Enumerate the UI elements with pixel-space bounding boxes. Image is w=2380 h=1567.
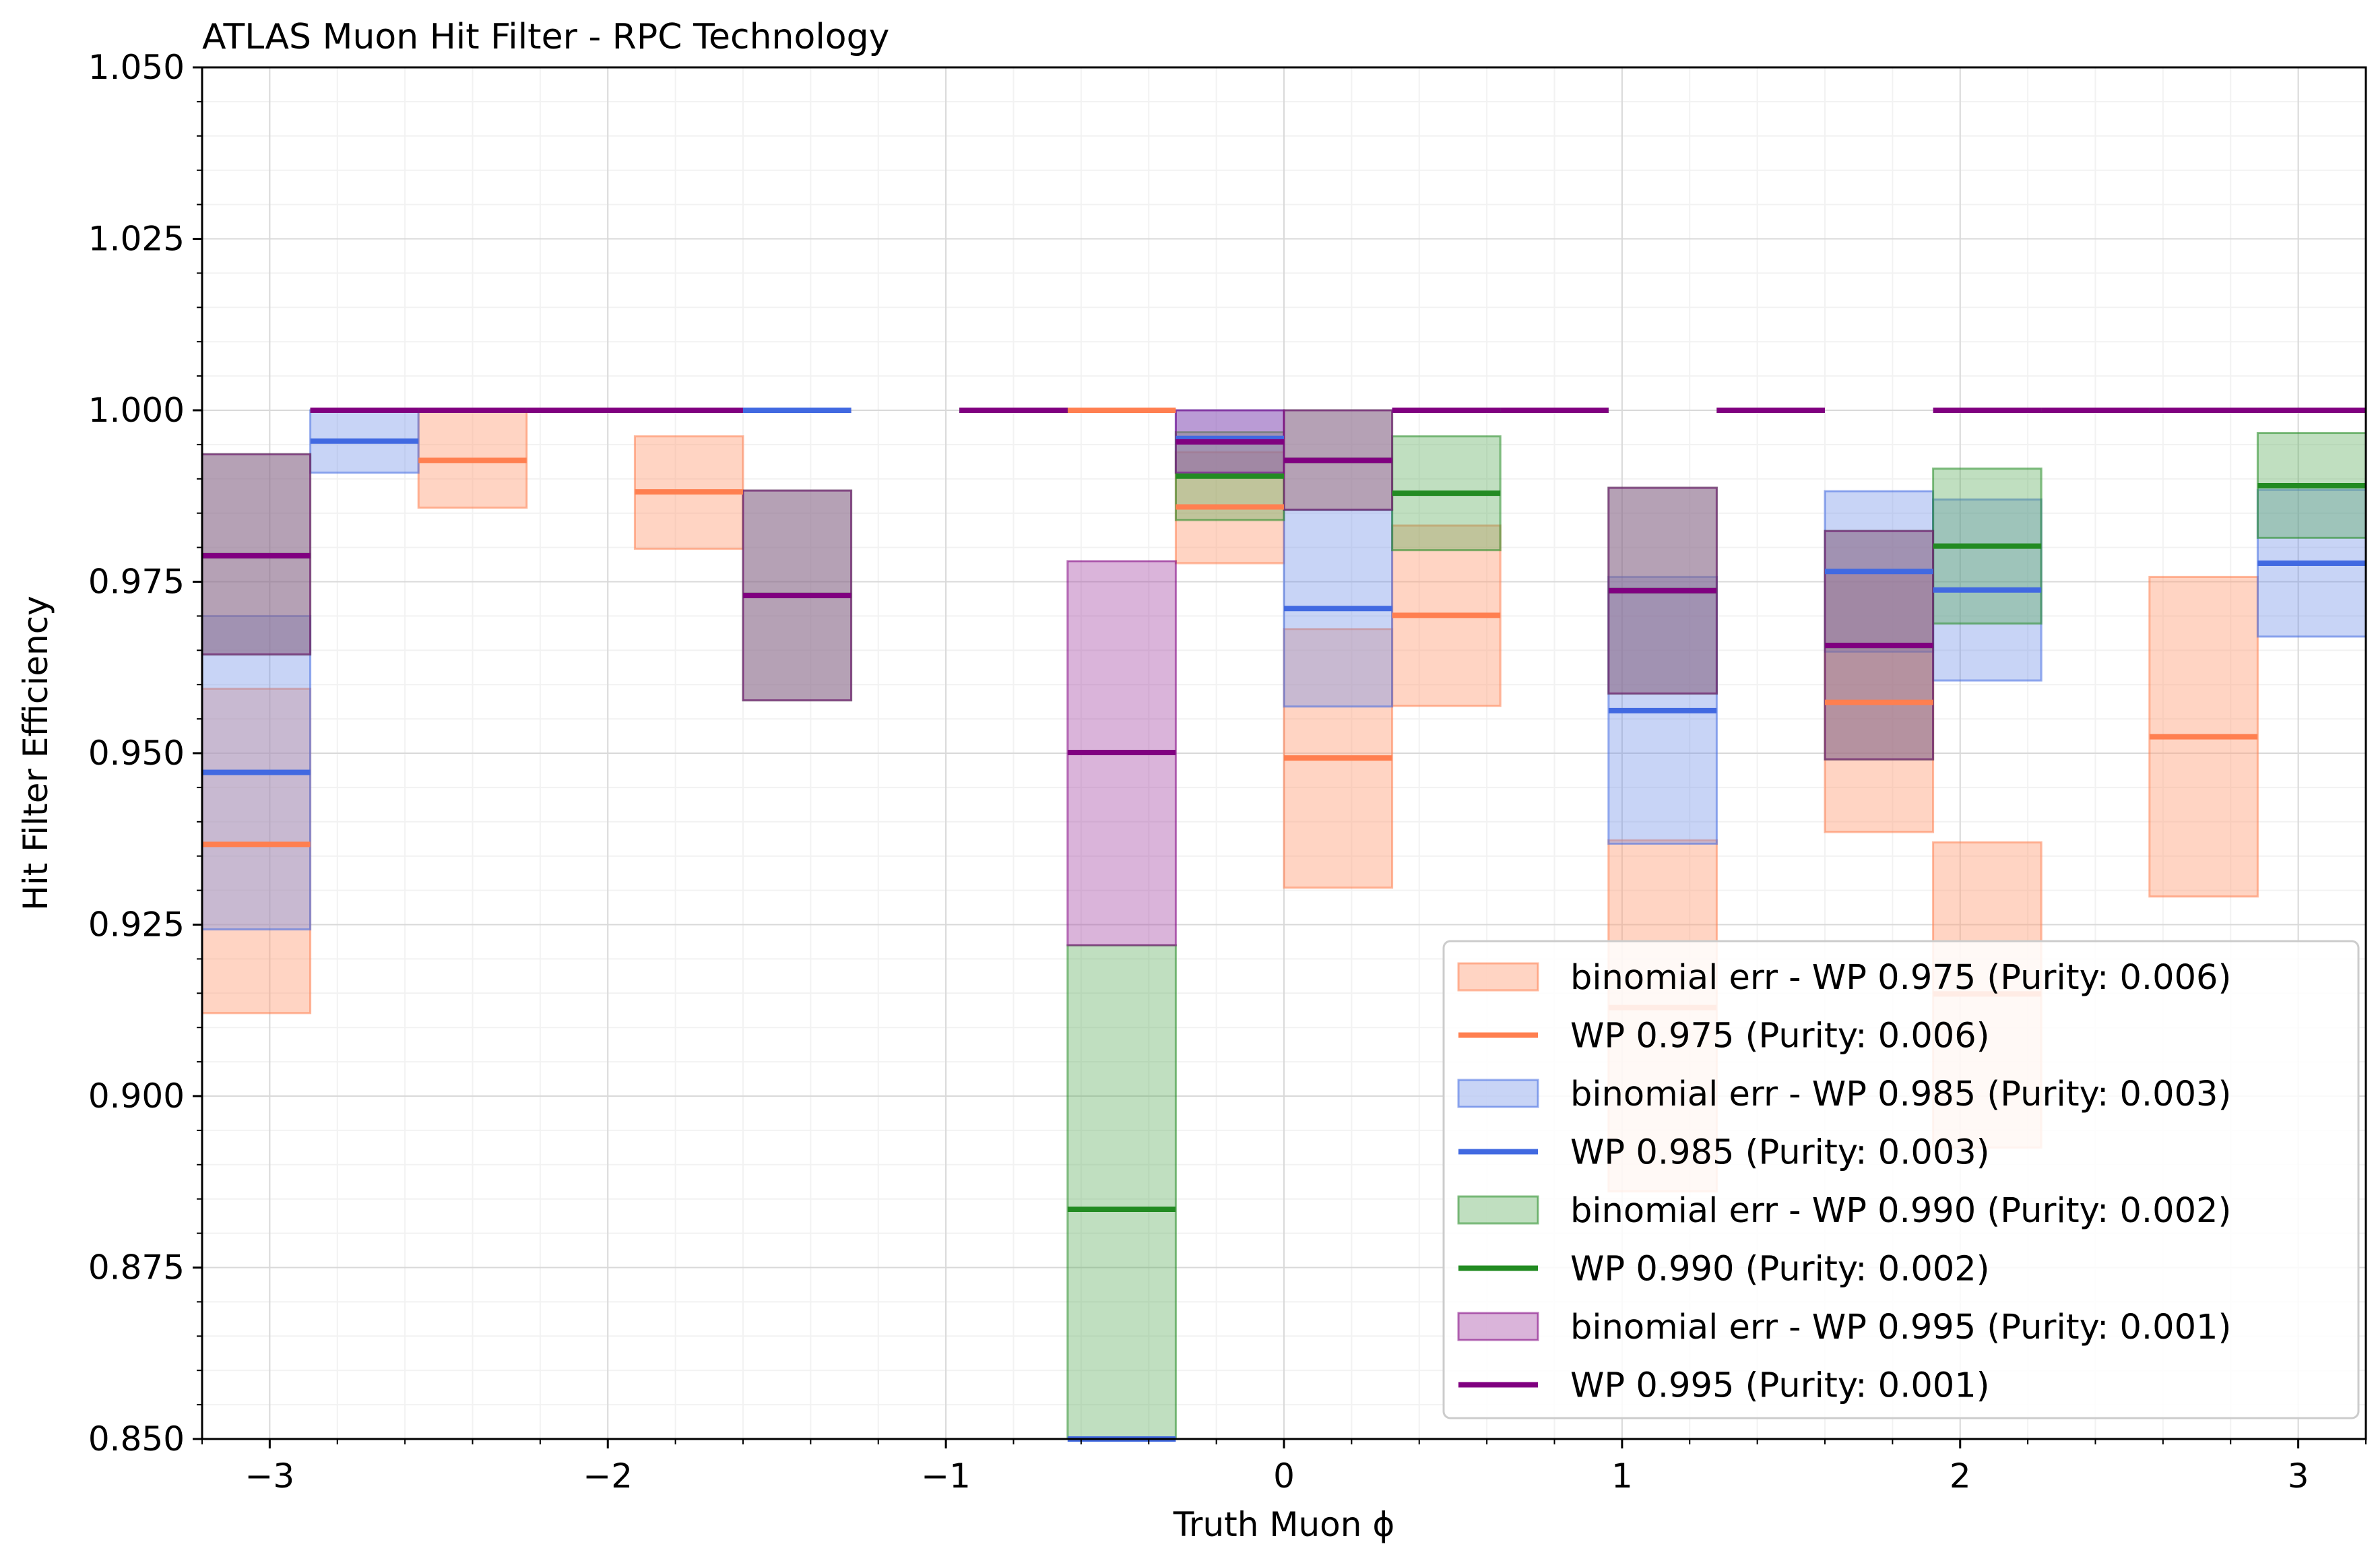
legend-band-swatch <box>1457 1195 1539 1225</box>
legend-label: WP 0.985 (Purity: 0.003) <box>1570 1133 1990 1173</box>
y-axis-label: Hit Filter Efficiency <box>16 596 55 911</box>
series-lines <box>202 408 2366 1442</box>
legend-box <box>1442 940 2360 1419</box>
y-tick-label: 0.950 <box>88 734 185 773</box>
legend-label: WP 0.975 (Purity: 0.006) <box>1570 1017 1990 1056</box>
error-band <box>1066 944 1177 1440</box>
legend-band-swatch <box>1457 1079 1539 1108</box>
y-tick-label: 0.850 <box>88 1419 185 1459</box>
x-axis-label: Truth Muon ϕ <box>1173 1505 1395 1544</box>
y-tick-label: 0.875 <box>88 1248 185 1287</box>
x-tick-label: 2 <box>1950 1457 1971 1496</box>
legend-band-swatch <box>1457 1312 1539 1341</box>
legend-label: binomial err - WP 0.985 (Purity: 0.003) <box>1570 1075 2231 1114</box>
legend-label: binomial err - WP 0.995 (Purity: 0.001) <box>1570 1308 2231 1347</box>
legend-label: WP 0.990 (Purity: 0.002) <box>1570 1250 1990 1289</box>
y-tick-label: 1.050 <box>88 48 185 87</box>
x-tick-label: 3 <box>2288 1457 2309 1496</box>
chart-title: ATLAS Muon Hit Filter - RPC Technology <box>202 17 889 57</box>
legend-band-swatch <box>1457 962 1539 992</box>
y-tick-label: 0.975 <box>88 563 185 602</box>
legend-label: binomial err - WP 0.975 (Purity: 0.006) <box>1570 958 2231 998</box>
y-tick-label: 1.000 <box>88 391 185 430</box>
y-tick-label: 0.900 <box>88 1077 185 1116</box>
legend-label: binomial err - WP 0.990 (Purity: 0.002) <box>1570 1191 2231 1231</box>
x-tick-label: −2 <box>583 1457 633 1496</box>
y-tick-label: 1.025 <box>88 220 185 259</box>
y-tick-label: 0.925 <box>88 905 185 945</box>
x-tick-label: −3 <box>245 1457 295 1496</box>
x-tick-label: 1 <box>1611 1457 1633 1496</box>
axis-ticks: −3 −2 −1 0 1 2 3 0.850 0.875 0.900 0.925 0.950 0.975… <box>88 48 2367 1496</box>
legend-label: WP 0.995 (Purity: 0.001) <box>1570 1366 1990 1406</box>
x-tick-label: −1 <box>921 1457 971 1496</box>
legend: binomial err - WP 0.975 (Purity: 0.006) W… <box>1442 940 2360 1419</box>
x-tick-label: 0 <box>1273 1457 1295 1496</box>
